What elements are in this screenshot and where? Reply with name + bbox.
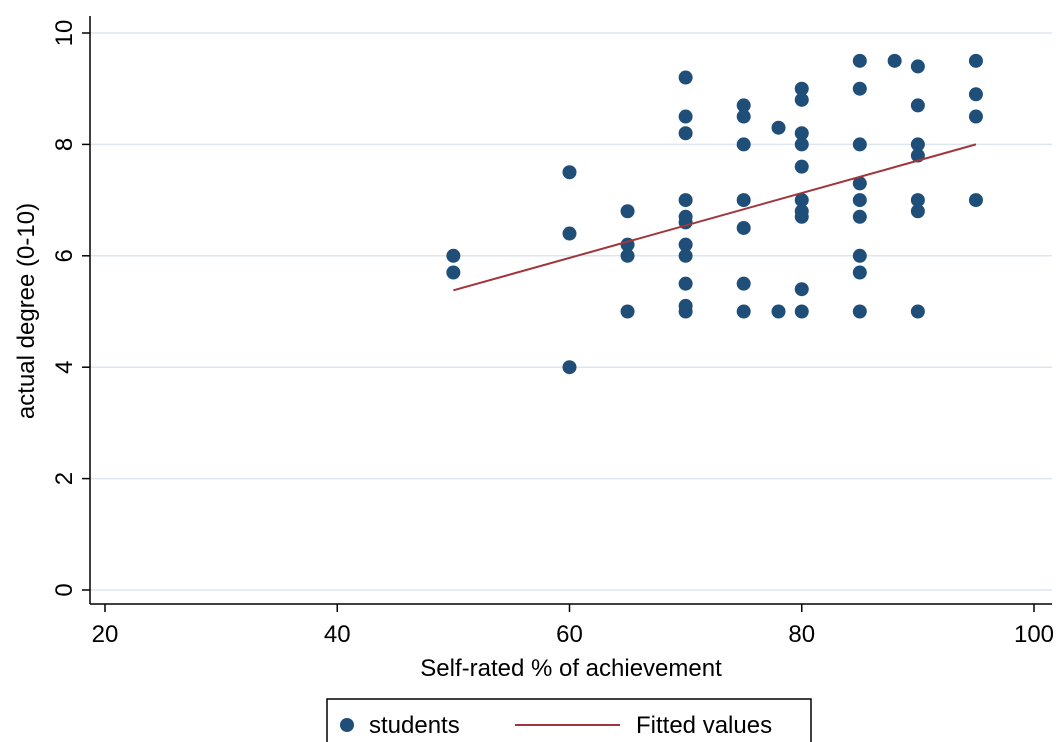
scatter-point-56 bbox=[968, 53, 983, 68]
scatter-point-31 bbox=[794, 126, 809, 141]
scatter-point-43 bbox=[852, 193, 867, 208]
x-axis-title: Self-rated % of achievement bbox=[420, 655, 722, 682]
axes bbox=[82, 16, 1052, 612]
scatter-point-27 bbox=[771, 120, 786, 135]
tick-labels: 0 2 4 6 8 10 20 40 60 80 100 bbox=[51, 20, 1054, 648]
y-tick-label-10: 10 bbox=[51, 20, 78, 47]
legend-label-students: students bbox=[369, 712, 460, 739]
y-tick-label-2: 2 bbox=[51, 472, 78, 485]
scatter-point-10 bbox=[678, 109, 693, 124]
x-tick-label-60: 60 bbox=[556, 621, 583, 648]
scatter-point-48 bbox=[887, 53, 902, 68]
scatter-point-23 bbox=[736, 193, 751, 208]
scatter-point-42 bbox=[852, 176, 867, 191]
y-tick-label-0: 0 bbox=[51, 583, 78, 596]
scatter-point-30 bbox=[794, 92, 809, 107]
scatter-point-7 bbox=[620, 248, 635, 263]
y-tick-label-4: 4 bbox=[51, 361, 78, 374]
scatter-point-32 bbox=[794, 137, 809, 152]
scatter-point-19 bbox=[678, 304, 693, 319]
scatter-point-34 bbox=[794, 193, 809, 208]
scatter-point-53 bbox=[910, 193, 925, 208]
scatter-point-17 bbox=[678, 276, 693, 291]
scatter-point-22 bbox=[736, 137, 751, 152]
scatter-point-45 bbox=[852, 248, 867, 263]
scatter-point-49 bbox=[910, 59, 925, 74]
legend-label-fitted: Fitted values bbox=[636, 712, 772, 739]
scatter-point-1 bbox=[446, 265, 461, 280]
scatter-point-8 bbox=[620, 304, 635, 319]
fitted-line-group bbox=[453, 143, 977, 292]
scatter-point-28 bbox=[771, 304, 786, 319]
scatter-point-36 bbox=[794, 209, 809, 224]
y-tick-label-6: 6 bbox=[51, 249, 78, 262]
y-tick-label-8: 8 bbox=[51, 138, 78, 151]
scatter-point-25 bbox=[736, 276, 751, 291]
scatter-point-16 bbox=[678, 248, 693, 263]
grid-lines bbox=[90, 32, 1052, 591]
x-tick-label-20: 20 bbox=[92, 621, 119, 648]
scatter-point-9 bbox=[678, 70, 693, 85]
scatter-point-29 bbox=[794, 81, 809, 96]
x-tick-label-80: 80 bbox=[788, 621, 815, 648]
y-axis-title: actual degree (0-10) bbox=[13, 203, 40, 419]
legend-box bbox=[326, 698, 812, 742]
scatter-point-38 bbox=[794, 304, 809, 319]
scatter-point-2 bbox=[562, 165, 577, 180]
legend: students Fitted values bbox=[326, 698, 812, 742]
x-tick-label-100: 100 bbox=[1014, 621, 1054, 648]
scatter-point-51 bbox=[910, 137, 925, 152]
scatter-point-4 bbox=[562, 360, 577, 375]
scatter-point-50 bbox=[910, 98, 925, 113]
scatter-point-57 bbox=[968, 87, 983, 102]
scatter-point-33 bbox=[794, 159, 809, 174]
scatter-point-20 bbox=[736, 98, 751, 113]
scatter-point-26 bbox=[736, 304, 751, 319]
fitted-line bbox=[453, 143, 977, 292]
scatter-point-5 bbox=[620, 204, 635, 219]
x-tick-label-40: 40 bbox=[324, 621, 351, 648]
scatter-point-59 bbox=[968, 193, 983, 208]
scatter-point-11 bbox=[678, 126, 693, 141]
scatter-point-12 bbox=[678, 193, 693, 208]
scatter-point-47 bbox=[852, 304, 867, 319]
scatter-point-37 bbox=[794, 282, 809, 297]
scatter-point-40 bbox=[852, 81, 867, 96]
scatter-point-21 bbox=[736, 109, 751, 124]
scatter-point-24 bbox=[736, 220, 751, 235]
scatter-point-3 bbox=[562, 226, 577, 241]
scatter-point-41 bbox=[852, 137, 867, 152]
scatter-point-58 bbox=[968, 109, 983, 124]
legend-marker-students bbox=[340, 718, 354, 732]
scatter-point-55 bbox=[910, 304, 925, 319]
scatter-point-15 bbox=[678, 237, 693, 252]
scatter-points bbox=[446, 53, 983, 375]
scatter-point-39 bbox=[852, 53, 867, 68]
scatter-point-0 bbox=[446, 248, 461, 263]
scatter-point-46 bbox=[852, 265, 867, 280]
scatter-point-54 bbox=[910, 204, 925, 219]
scatter-point-44 bbox=[852, 209, 867, 224]
